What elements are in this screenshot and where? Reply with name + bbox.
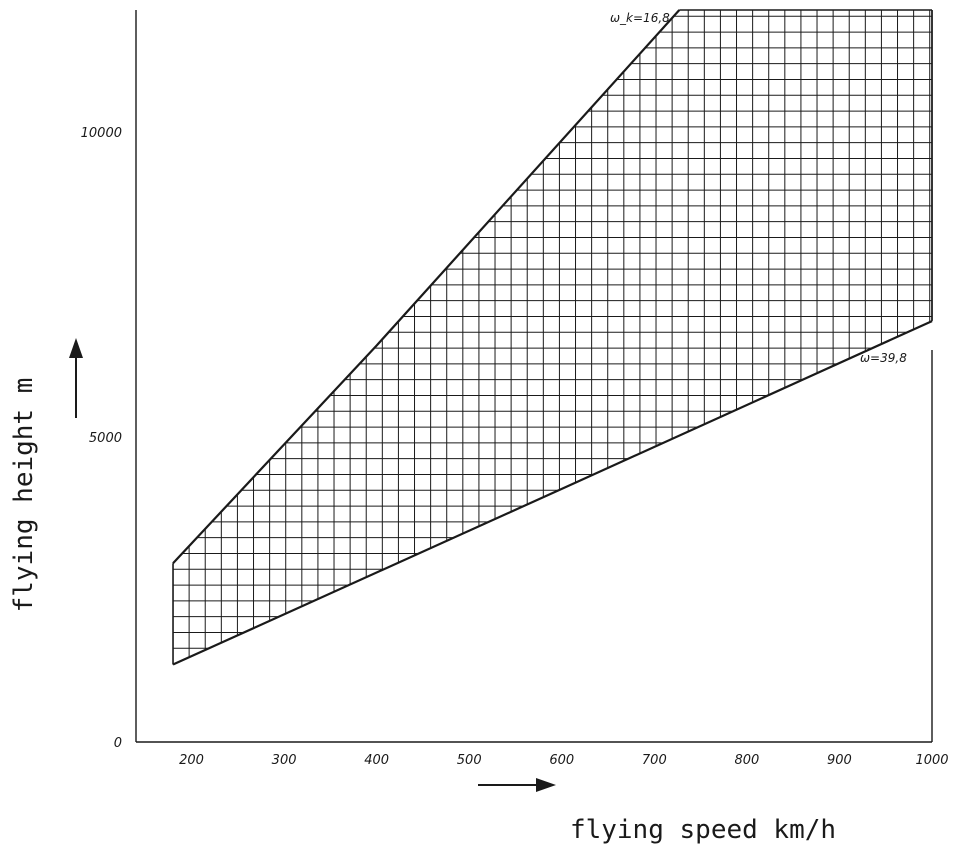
x-tick-label: 700: [642, 753, 667, 768]
lower-boundary-line: [172, 320, 933, 666]
lower-boundary-label: ω=39,8: [860, 351, 907, 365]
axis-arrows: [69, 338, 556, 792]
series-labels: ω_k=16,8 ω=39,8: [610, 11, 907, 365]
y-axis-title: flying height m: [9, 378, 39, 613]
series-lines: [172, 9, 933, 666]
y-tick-label: 10000: [81, 126, 122, 141]
x-axis-title: flying speed km/h: [570, 815, 836, 845]
x-tick-label: 1000: [915, 753, 948, 768]
y-arrow-head: [69, 338, 83, 358]
upper-boundary-label: ω_k=16,8: [610, 11, 670, 25]
y-tick-label: 0: [114, 736, 122, 751]
x-tick-label: 400: [364, 753, 389, 768]
x-arrow-head: [536, 778, 556, 792]
x-tick-label: 800: [734, 753, 759, 768]
x-tick-label: 600: [549, 753, 574, 768]
x-tick-label: 500: [457, 753, 482, 768]
y-tick-label: 5000: [89, 431, 122, 446]
upper-boundary-line: [172, 9, 681, 565]
x-tick-label: 200: [179, 753, 204, 768]
x-tick-label: 900: [827, 753, 852, 768]
x-tick-label: 300: [272, 753, 297, 768]
